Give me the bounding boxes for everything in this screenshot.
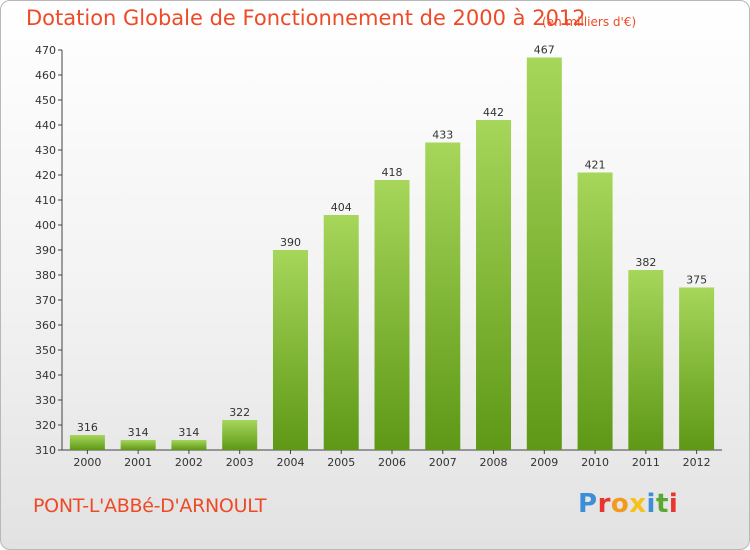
bar xyxy=(120,440,156,450)
x-tick-label: 2011 xyxy=(632,456,660,469)
y-tick-label: 380 xyxy=(35,269,56,282)
x-tick-label: 2006 xyxy=(378,456,406,469)
y-tick-label: 370 xyxy=(35,294,56,307)
bar xyxy=(272,250,308,450)
bar-value-label: 442 xyxy=(483,106,504,119)
y-tick-label: 420 xyxy=(35,169,56,182)
x-tick-label: 2007 xyxy=(429,456,457,469)
logo-letter: o xyxy=(610,489,630,519)
logo-letter: r xyxy=(597,489,611,519)
x-tick-label: 2004 xyxy=(276,456,304,469)
bar-value-label: 467 xyxy=(534,44,555,57)
bar xyxy=(679,287,715,450)
bar-value-label: 382 xyxy=(635,256,656,269)
x-tick-label: 2003 xyxy=(226,456,254,469)
x-tick-label: 2008 xyxy=(480,456,508,469)
bar-value-label: 375 xyxy=(686,274,707,287)
bar-value-label: 316 xyxy=(77,421,98,434)
x-tick-label: 2012 xyxy=(683,456,711,469)
y-tick-label: 340 xyxy=(35,369,56,382)
bar-value-label: 418 xyxy=(382,166,403,179)
logo-letter: x xyxy=(629,489,647,519)
y-tick-label: 360 xyxy=(35,319,56,332)
y-tick-label: 400 xyxy=(35,219,56,232)
bar-value-label: 322 xyxy=(229,406,250,419)
bar xyxy=(476,120,512,450)
bar-value-label: 404 xyxy=(331,201,352,214)
bar-value-label: 390 xyxy=(280,236,301,249)
logo-letter: P xyxy=(578,489,598,519)
bar xyxy=(577,172,613,450)
bar xyxy=(323,215,359,450)
bar-value-label: 314 xyxy=(178,426,199,439)
logo-letter: i xyxy=(646,489,656,519)
x-tick-label: 2002 xyxy=(175,456,203,469)
bar-value-label: 314 xyxy=(128,426,149,439)
bar-value-label: 433 xyxy=(432,129,453,142)
y-tick-label: 460 xyxy=(35,69,56,82)
proxiti-logo[interactable]: Proxiti xyxy=(578,489,678,519)
y-tick-label: 330 xyxy=(35,394,56,407)
x-tick-label: 2001 xyxy=(124,456,152,469)
city-name: PONT-L'ABBé-D'ARNOULT xyxy=(33,495,267,517)
x-tick-label: 2000 xyxy=(73,456,101,469)
bar xyxy=(171,440,207,450)
logo-letter: i xyxy=(668,489,679,519)
bar xyxy=(222,420,258,450)
chart-title: Dotation Globale de Fonctionnement de 20… xyxy=(26,6,586,30)
y-tick-label: 450 xyxy=(35,94,56,107)
bar xyxy=(425,142,461,450)
y-tick-label: 310 xyxy=(35,444,56,457)
x-tick-label: 2005 xyxy=(327,456,355,469)
x-tick-label: 2010 xyxy=(581,456,609,469)
y-tick-label: 470 xyxy=(35,44,56,57)
y-tick-label: 430 xyxy=(35,144,56,157)
bar-value-label: 421 xyxy=(585,159,606,172)
y-tick-label: 410 xyxy=(35,194,56,207)
bar xyxy=(374,180,410,450)
logo-letter: t xyxy=(655,489,669,519)
y-tick-label: 320 xyxy=(35,419,56,432)
y-tick-label: 440 xyxy=(35,119,56,132)
bar xyxy=(69,435,105,450)
y-tick-label: 390 xyxy=(35,244,56,257)
x-tick-label: 2009 xyxy=(530,456,558,469)
chart-subtitle: (en milliers d'€) xyxy=(542,15,637,29)
bar xyxy=(526,57,562,450)
y-tick-label: 350 xyxy=(35,344,56,357)
bar xyxy=(628,270,664,450)
